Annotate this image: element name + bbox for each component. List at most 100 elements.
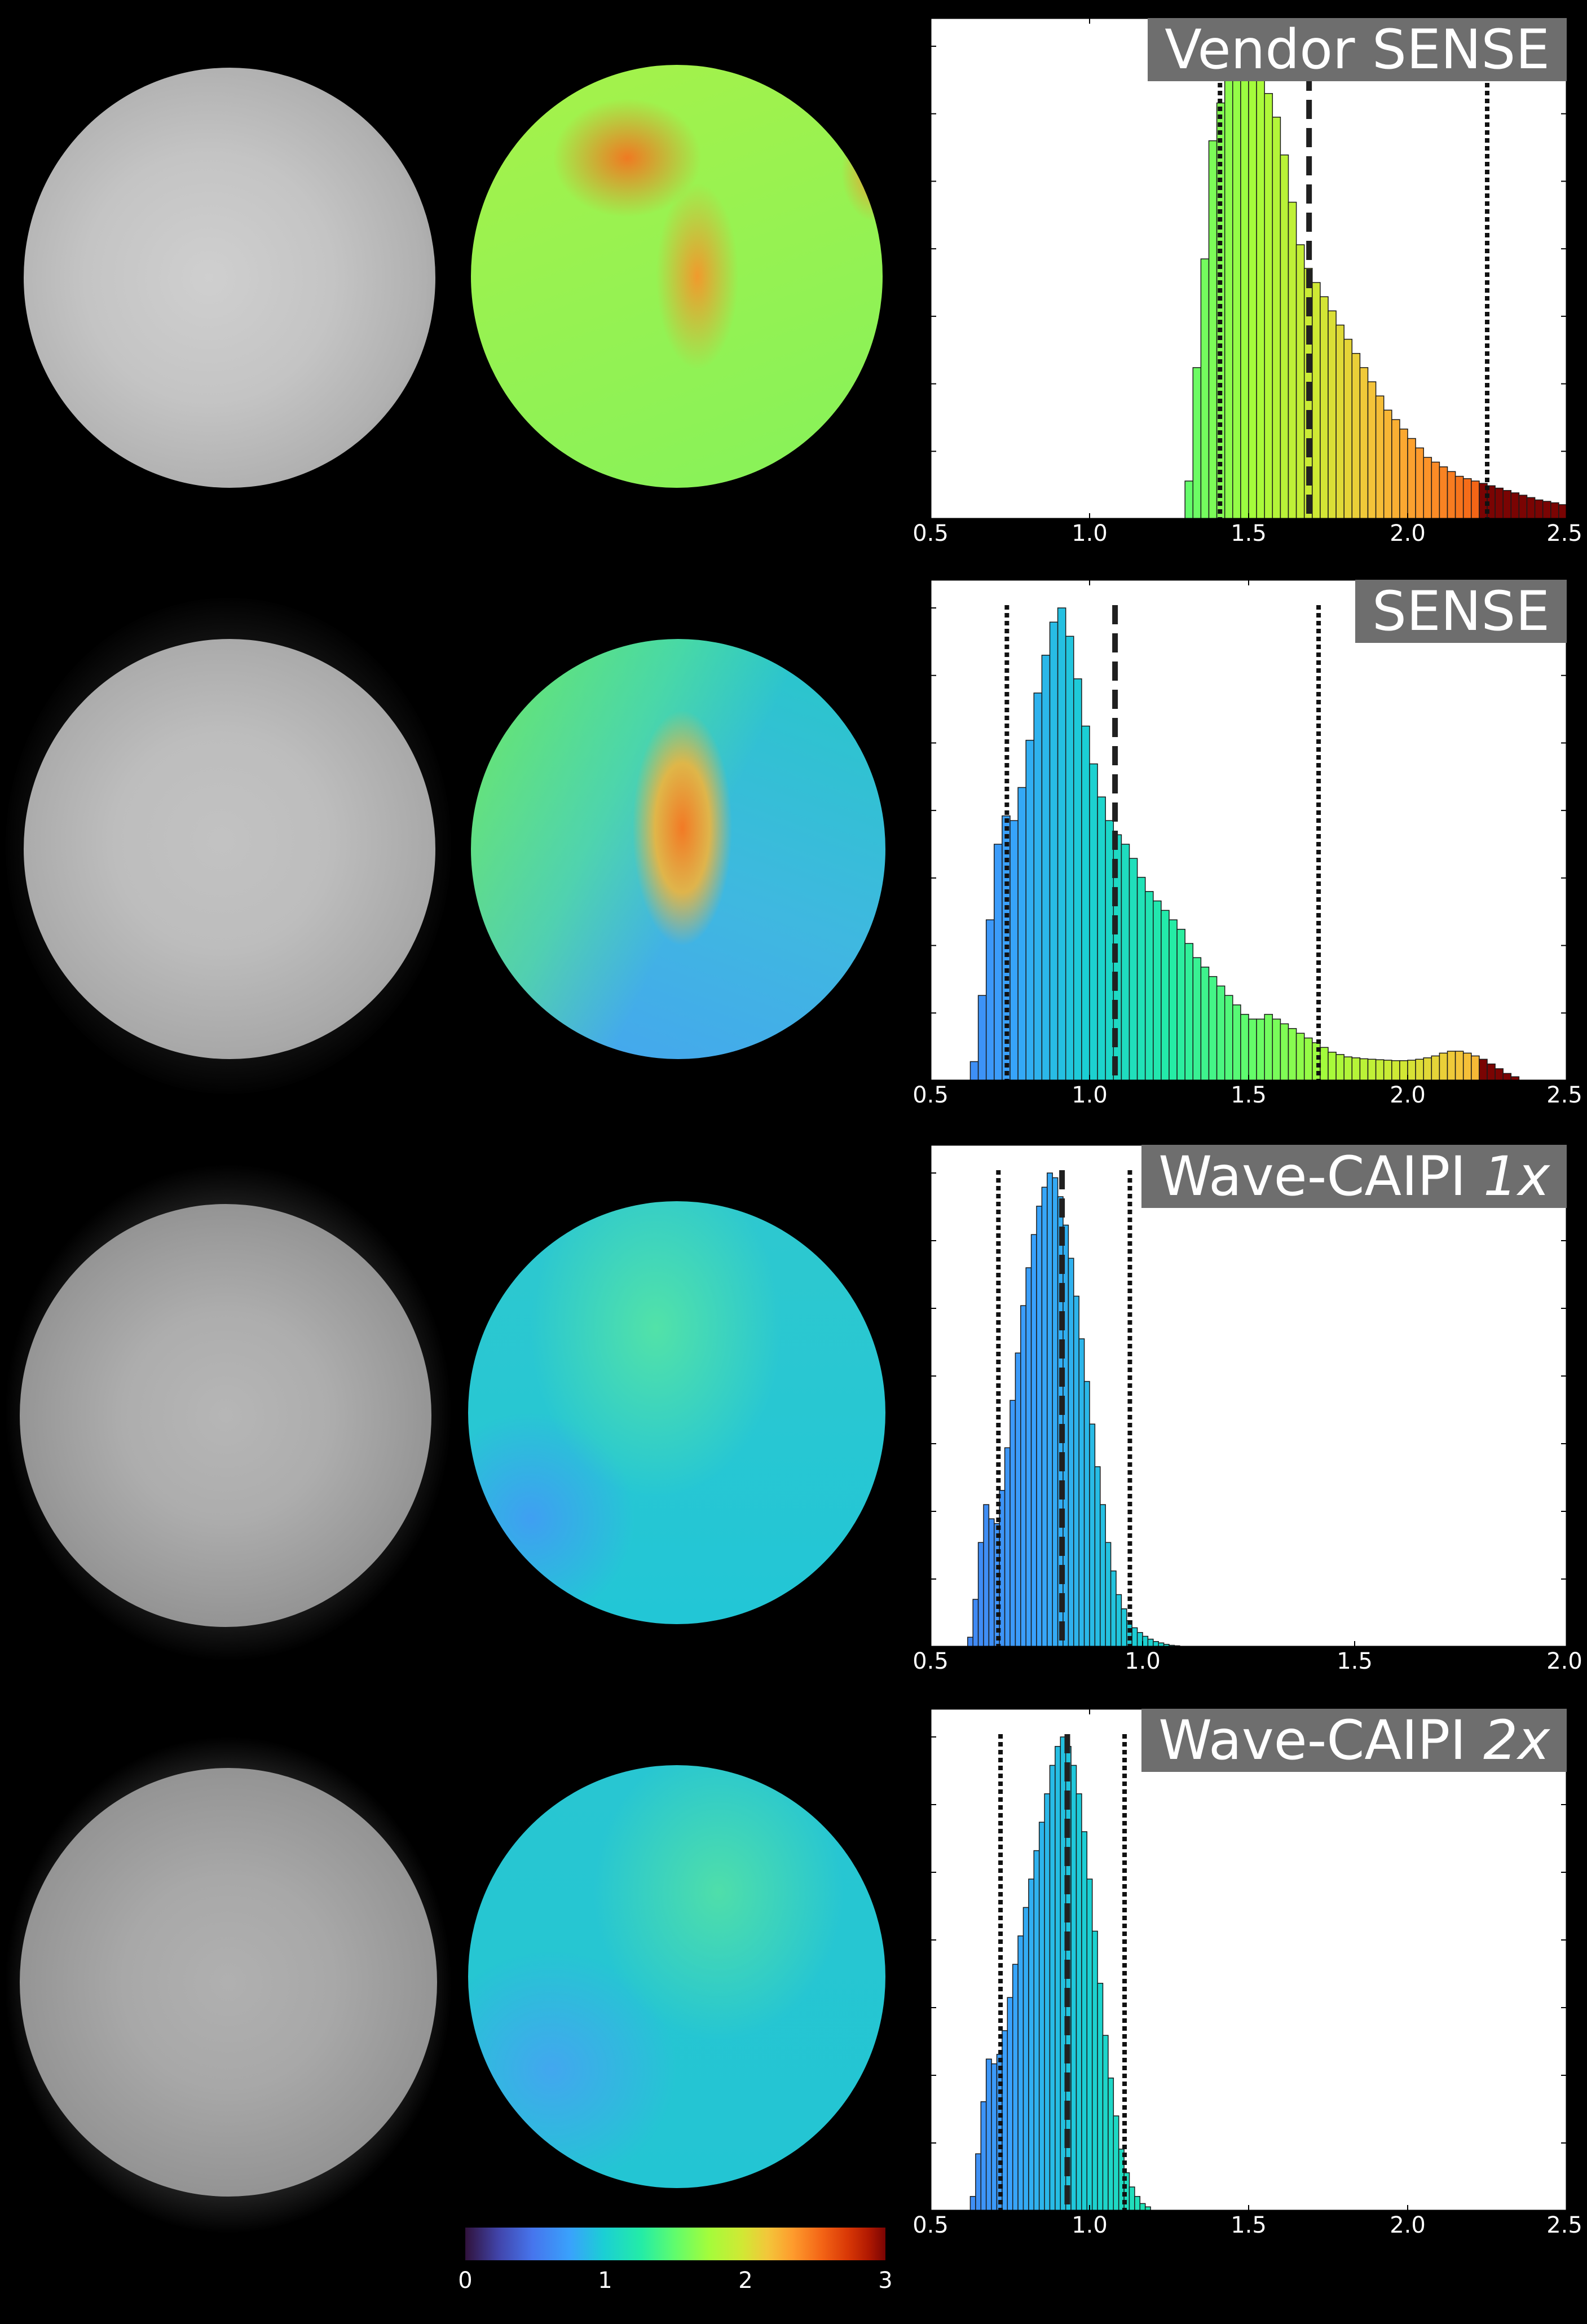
histogram-bar (1439, 466, 1448, 519)
histogram-bar (1295, 244, 1305, 519)
histogram-bar (1089, 763, 1098, 1081)
x-tick-label: 1.0 (1072, 521, 1108, 546)
histogram-bar (1128, 2186, 1135, 2211)
histogram-bar (1004, 1447, 1011, 1647)
histogram-bar (1542, 501, 1551, 519)
histogram-bar (1113, 2115, 1119, 2211)
histogram-bar (1184, 943, 1194, 1081)
histogram-bar (1078, 1338, 1085, 1647)
histogram-bar (1320, 1047, 1329, 1081)
x-tick-label: 2.5 (1546, 521, 1582, 546)
histogram-bar (1240, 1013, 1249, 1081)
histogram-bar (1518, 495, 1528, 519)
histogram-bar (1136, 876, 1146, 1081)
histogram-bar (1415, 1059, 1424, 1081)
histogram-bar (1248, 55, 1257, 519)
histogram-bar (1351, 352, 1361, 519)
histogram-bar (1495, 487, 1504, 519)
histogram-bar (1558, 504, 1567, 519)
histogram-2: SENSE (929, 579, 1568, 1082)
histogram-bar (983, 1504, 990, 1647)
histogram-bar (1049, 1765, 1056, 2211)
histogram-bar (1399, 429, 1408, 519)
histogram-bar (1502, 490, 1512, 519)
histogram-bar (1248, 1018, 1257, 1081)
histogram-bar (1208, 976, 1218, 1081)
histogram-bar (977, 1542, 984, 1647)
histogram-bar (1526, 497, 1536, 519)
histogram-bar (1116, 1594, 1122, 1647)
histogram-4: Wave-CAIPI 2x (929, 1708, 1568, 2212)
histogram-bar (1097, 1983, 1104, 2211)
histogram-bar (1407, 438, 1416, 519)
histogram-bar (985, 2058, 992, 2211)
histogram-bar (1139, 2203, 1146, 2211)
histogram-bar (1288, 1028, 1297, 1081)
histogram-bar (988, 1518, 995, 1647)
histogram-bar (1065, 636, 1074, 1081)
histogram-plot (929, 1144, 1568, 1648)
histogram-bar (1256, 69, 1265, 519)
g-factor-map-1 (471, 65, 883, 488)
histogram-bar (1044, 1793, 1051, 2211)
histogram-bar (1030, 1234, 1037, 1647)
histogram-bar (1094, 1466, 1101, 1647)
histogram-bar (1487, 1063, 1496, 1081)
histogram-bar (1049, 621, 1059, 1081)
histogram-bar (1121, 1608, 1127, 1647)
histogram-bar (1110, 1570, 1117, 1647)
histogram-bar (1017, 787, 1026, 1081)
colorbar-tick: 3 (878, 2268, 893, 2294)
histogram-bar (1121, 844, 1130, 1081)
histogram-bar (1399, 1060, 1408, 1081)
histogram-bar (1383, 409, 1392, 519)
x-tick-label: 1.0 (1072, 2212, 1108, 2238)
histogram-bar (969, 1061, 979, 1081)
histogram-bar (1232, 50, 1241, 519)
histogram-bar (977, 995, 987, 1081)
histogram-bar (1091, 1930, 1098, 2211)
x-tick-label: 0.5 (912, 1082, 949, 1108)
histogram-bar (1070, 1765, 1077, 2211)
histogram-bar (1081, 725, 1090, 1081)
histogram-bar (1089, 1423, 1096, 1647)
histogram-bar (1033, 693, 1043, 1081)
histogram-bar (1335, 1054, 1344, 1081)
histogram-bar (1052, 1177, 1059, 1647)
histogram-bar (1447, 1051, 1456, 1081)
g-factor-map-3 (468, 1201, 885, 1624)
histogram-bar (980, 2101, 987, 2211)
histogram-bar (1447, 471, 1456, 519)
histogram-bar (1161, 910, 1170, 1081)
histogram-bar (1407, 1060, 1416, 1081)
histogram-bar (1471, 480, 1480, 519)
histogram-bar (1007, 1997, 1013, 2211)
histogram-bar (1328, 1051, 1337, 1081)
histogram-bar (967, 1637, 973, 1647)
histogram-bar (969, 2196, 976, 2211)
row-label-4: Wave-CAIPI 2x (1141, 1709, 1567, 1772)
histogram-bar (1055, 1746, 1061, 2211)
phantom-image-2 (24, 639, 435, 1059)
histogram-bar (1200, 258, 1210, 519)
histogram-bar (1256, 1018, 1265, 1081)
histogram-bar (1041, 1187, 1048, 1647)
phantom-image-4 (20, 1768, 437, 2197)
histogram-bar (1454, 1051, 1464, 1081)
histogram-bar (1012, 1964, 1019, 2211)
histogram-bar (1375, 1059, 1385, 1081)
histogram-bar (1479, 1059, 1488, 1081)
histogram-bar (1022, 1907, 1029, 2211)
x-tick-label: 2.5 (1546, 2212, 1582, 2238)
histogram-bar (1131, 1627, 1138, 1647)
histogram-bar (1462, 478, 1472, 519)
histogram-bar (1081, 1831, 1088, 2211)
histogram-bar (1102, 2035, 1109, 2211)
histogram-bar (1038, 1822, 1045, 2211)
x-tick-label: 2.0 (1546, 1648, 1582, 1674)
histogram-bar (1280, 1023, 1289, 1081)
histogram-bar (1025, 739, 1035, 1081)
histogram-bar (1431, 1055, 1440, 1081)
histogram-bar (1439, 1052, 1448, 1081)
histogram-bar (1328, 310, 1337, 519)
